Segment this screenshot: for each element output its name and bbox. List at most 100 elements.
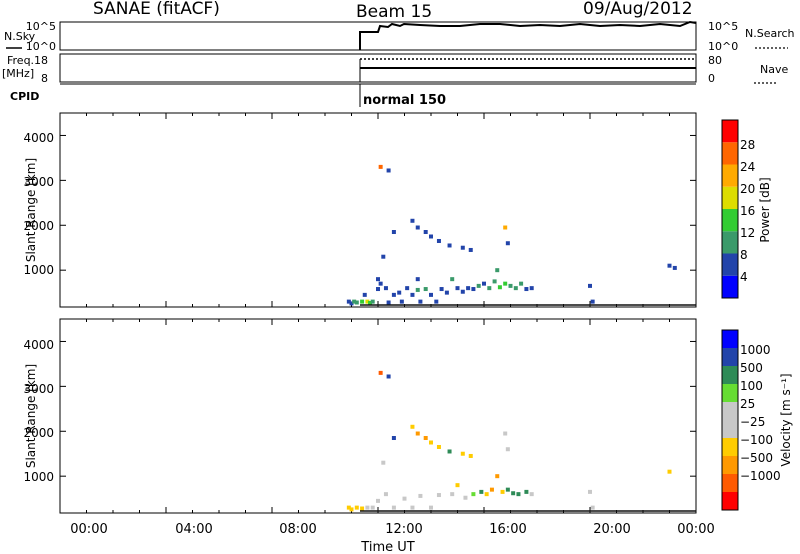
power-y-axis-label: Slant Range [km] [24, 158, 38, 262]
velocity-data-point [667, 469, 672, 474]
velocity-colorbar-label: Velocity [m s⁻¹] [779, 373, 793, 466]
noise-sky-trace [359, 20, 697, 50]
velocity-data-point [391, 436, 396, 441]
velocity-data-point [500, 489, 505, 494]
power-data-point [391, 292, 396, 297]
velocity-colorbar-block [722, 348, 738, 366]
noise-right-label: N.Search [745, 27, 795, 40]
x-tick-label: 04:00 [175, 522, 212, 537]
power-ytick-label: 2000 [23, 219, 54, 233]
power-colorbar-block [722, 142, 738, 165]
power-colorbar-label: Power [dB] [758, 177, 772, 242]
velocity-data-point [505, 487, 510, 492]
power-data-point [362, 292, 367, 297]
power-data-point [482, 281, 486, 286]
velocity-cbar-tick-label: −25 [740, 415, 765, 429]
velocity-colorbar-block [722, 474, 738, 492]
power-cbar-tick-label: 4 [740, 270, 748, 284]
velocity-data-point [376, 498, 380, 503]
power-data-point [429, 234, 433, 239]
power-cbar-tick-label: 12 [740, 226, 755, 240]
noise-panel-frame [59, 21, 697, 51]
velocity-data-point [410, 424, 415, 429]
power-colorbar-block [722, 209, 738, 232]
power-data-point [495, 268, 500, 273]
freq-right-tick-top: 80 [708, 54, 722, 67]
velocity-data-point [378, 370, 383, 375]
velocity-cbar-tick-label: −1000 [740, 469, 781, 483]
x-axis-label: Time UT [360, 540, 414, 554]
noise-right-tick-bottom: 10^0 [708, 40, 738, 53]
velocity-data-point [529, 492, 534, 497]
velocity-cbar-tick-label: 1000 [740, 343, 771, 357]
velocity-data-point [436, 493, 441, 498]
cpid-label: CPID [10, 90, 39, 103]
freq-left-tick-top: 18 [34, 54, 48, 67]
date-title: 09/Aug/2012 [583, 0, 693, 19]
power-data-point [381, 254, 386, 259]
power-data-point [429, 292, 433, 297]
power-data-point [349, 301, 354, 306]
power-data-point [386, 300, 391, 305]
power-colorbar-block [722, 275, 738, 298]
power-data-point [476, 283, 481, 288]
power-data-point [360, 299, 365, 304]
power-cbar-tick-label: 8 [740, 248, 748, 262]
freq-left-unit: [MHz] [2, 67, 34, 80]
velocity-data-point [511, 491, 516, 496]
velocity-colorbar-block [722, 402, 738, 420]
power-cbar-tick-label: 20 [740, 182, 755, 196]
velocity-cbar-tick-label: 25 [740, 397, 755, 411]
power-data-point [468, 247, 473, 252]
velocity-colorbar-block [722, 456, 738, 474]
velocity-data-point [489, 487, 494, 492]
velocity-data-point [524, 489, 529, 494]
velocity-data-point [468, 453, 473, 458]
velocity-data-point [386, 374, 391, 379]
power-data-point [434, 299, 439, 304]
power-data-point [368, 300, 373, 305]
power-data-point [519, 281, 524, 286]
x-tick-label: 08:00 [279, 522, 316, 537]
velocity-data-point [370, 505, 375, 510]
power-data-point [397, 290, 402, 295]
velocity-cbar-tick-label: −100 [740, 433, 773, 447]
power-data-point [405, 286, 410, 291]
velocity-data-point [429, 440, 433, 445]
velocity-panel: 1000 2000 3000 4000 Slant Range [km] [23, 318, 697, 514]
power-ytick-label: 3000 [23, 175, 54, 189]
velocity-data-point [590, 505, 595, 510]
power-data-point [354, 300, 359, 305]
velocity-data-point [495, 474, 500, 479]
power-data-point [391, 230, 396, 235]
power-ytick-label: 4000 [23, 131, 54, 145]
velocity-ytick-label: 1000 [23, 470, 54, 484]
power-data-point [423, 230, 428, 235]
power-cbar-tick-label: 28 [740, 138, 755, 152]
velocity-data-point [410, 505, 415, 510]
power-colorbar-block [722, 186, 738, 209]
freq-right-tick-bottom: 0 [708, 72, 715, 85]
power-data-point [370, 299, 375, 304]
power-y-axis: 1000 2000 3000 4000 [23, 131, 54, 277]
power-data-point [376, 287, 380, 292]
velocity-colorbar-block [722, 492, 738, 510]
power-data-point [386, 168, 391, 173]
power-colorbar: 4 8 12 16 20 24 28 Power [dB] [721, 119, 772, 299]
power-data-point [505, 241, 510, 246]
velocity-ytick-label: 2000 [23, 426, 54, 440]
velocity-data-point [479, 489, 484, 494]
velocity-y-axis-label: Slant Range [km] [24, 364, 38, 468]
power-data-point [588, 283, 592, 288]
power-data-point [503, 281, 508, 286]
velocity-data-point [471, 492, 476, 497]
beam-title: Beam 15 [356, 2, 432, 22]
power-data-point [492, 279, 497, 284]
velocity-colorbar-blocks [722, 330, 738, 510]
power-colorbar-frame [721, 119, 739, 299]
power-colorbar-block [722, 164, 738, 187]
velocity-data-point [346, 505, 351, 510]
velocity-data-point [365, 505, 370, 510]
power-data-point [415, 287, 420, 292]
